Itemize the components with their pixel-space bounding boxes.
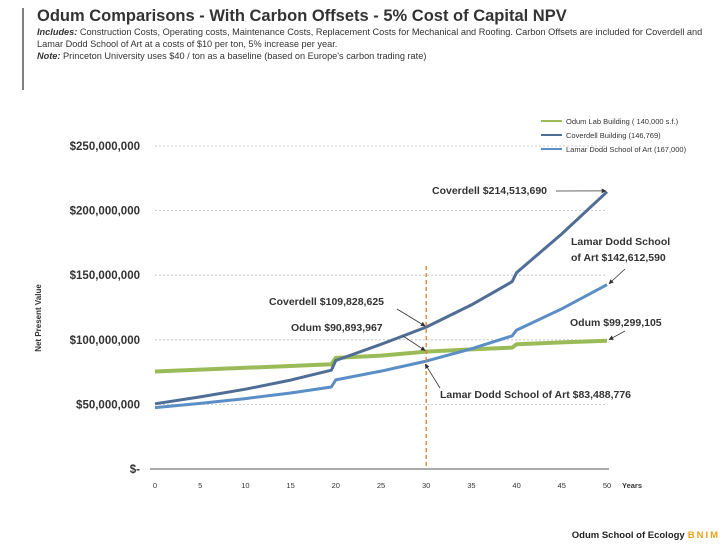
x-tick-label: 40 [512,481,520,490]
header: Odum Comparisons - With Carbon Offsets -… [37,6,717,62]
y-axis-title: Net Present Value [34,284,43,352]
x-axis-title: Years [622,481,642,490]
x-tick-label: 15 [286,481,294,490]
annotation-label: Coverdell $109,828,625 [269,296,384,308]
x-tick-label: 35 [467,481,475,490]
x-tick-label: 0 [153,481,157,490]
princeton-note: Note: Princeton University uses $40 / to… [37,50,717,62]
annotation-arrow [424,363,441,389]
includes-label: Includes: [37,27,78,37]
includes-note: Includes: Construction Costs, Operating … [37,26,717,50]
y-tick-label: $- [130,464,140,476]
annotation-label: Lamar Dodd School [571,236,670,248]
footer-brand: BNIM [687,530,720,541]
legend-label: Lamar Dodd School of Art (167,000) [566,145,687,154]
annotation-label-line2: of Art $142,612,590 [571,252,666,264]
x-tick-label: 10 [241,481,249,490]
page-title: Odum Comparisons - With Carbon Offsets -… [37,7,567,25]
legend-label: Coverdell Building (146,769) [566,131,661,140]
x-tick-label: 50 [603,481,611,490]
series-line [154,190,609,406]
x-tick-label: 45 [558,481,566,490]
y-tick-label: $250,000,000 [70,141,140,153]
annotation-label: Coverdell $214,513,690 [432,185,547,197]
y-tick-label: $150,000,000 [70,270,140,282]
includes-text: Construction Costs, Operating costs, Mai… [37,27,703,49]
annotation-arrow [402,335,426,351]
annotation-label: Odum $99,299,105 [570,317,662,329]
annotation-arrow [396,308,426,327]
y-tick-label: $50,000,000 [76,399,140,411]
legend-label: Odum Lab Building ( 140,000 s.f.) [566,117,679,126]
note-label: Note: [37,51,61,61]
y-tick-label: $100,000,000 [70,335,140,347]
footer-org: Odum School of Ecology [571,530,685,541]
annotation-label: Lamar Dodd School of Art $83,488,776 [440,389,631,401]
x-tick-label: 30 [422,481,430,490]
note-text: Princeton University uses $40 / ton as a… [60,51,427,61]
x-tick-label: 25 [377,481,385,490]
annotation-arrow [608,268,626,285]
annotation-label: Odum $90,893,967 [291,322,383,334]
title-accent-rule [22,8,24,90]
series-line [154,338,608,374]
y-tick-label: $200,000,000 [70,206,140,218]
x-tick-label: 20 [332,481,340,490]
annotation-arrow [608,330,626,341]
x-tick-label: 5 [198,481,202,490]
series-line [154,283,608,410]
footer: Odum School of Ecology BNIM [572,530,720,541]
